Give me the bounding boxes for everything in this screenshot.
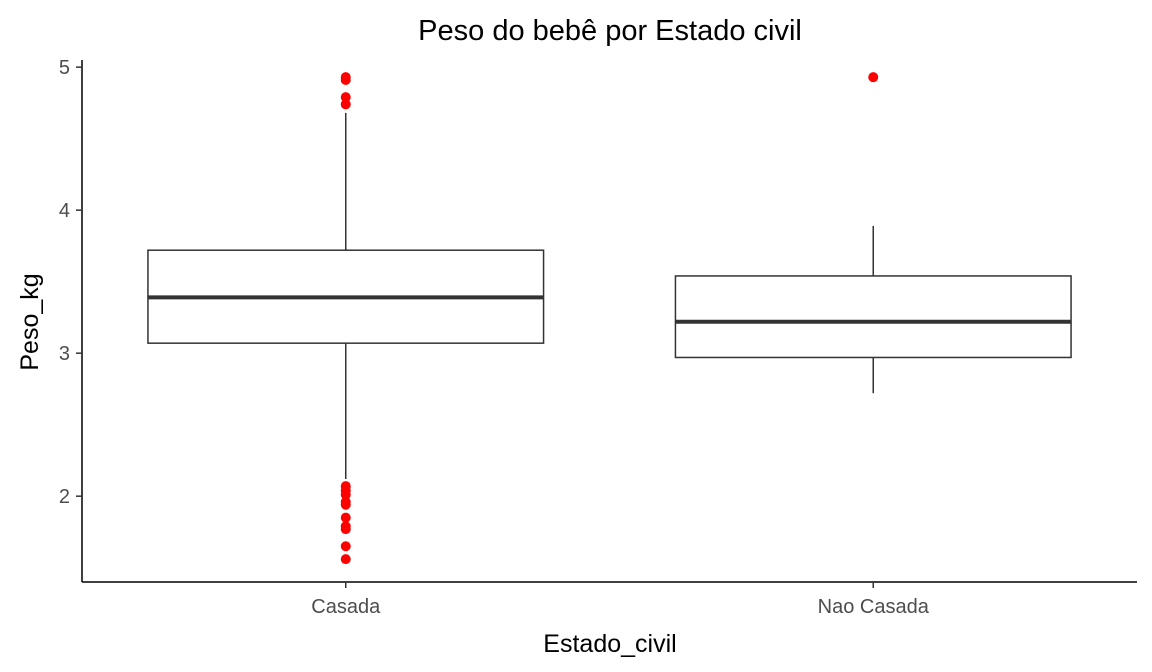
y-tick-label: 2 bbox=[59, 486, 70, 508]
y-tick-label: 3 bbox=[59, 343, 70, 365]
box-iqr bbox=[674, 275, 1072, 359]
chart-title: Peso do bebê por Estado civil bbox=[418, 15, 802, 47]
outlier-point bbox=[340, 99, 351, 110]
outlier-point bbox=[340, 524, 351, 535]
outlier-point bbox=[340, 512, 351, 523]
outlier-point bbox=[868, 72, 879, 83]
x-tick-label: Casada bbox=[311, 596, 381, 618]
x-axis-ticks: Casada Nao Casada bbox=[311, 582, 930, 618]
y-tick-label: 5 bbox=[59, 57, 70, 79]
outlier-point bbox=[340, 489, 351, 500]
outlier-point bbox=[340, 75, 351, 86]
x-tick-label: Nao Casada bbox=[818, 596, 930, 618]
y-axis-ticks: 2 3 4 5 bbox=[59, 57, 82, 508]
outlier-point bbox=[340, 554, 351, 565]
outlier-point bbox=[340, 541, 351, 552]
y-tick-label: 4 bbox=[59, 200, 70, 222]
box-layer bbox=[147, 72, 1072, 565]
outlier-point bbox=[340, 92, 351, 103]
x-axis-title: Estado_civil bbox=[543, 630, 676, 658]
outlier-point bbox=[340, 499, 351, 510]
y-axis-title: Peso_kg bbox=[16, 273, 44, 370]
